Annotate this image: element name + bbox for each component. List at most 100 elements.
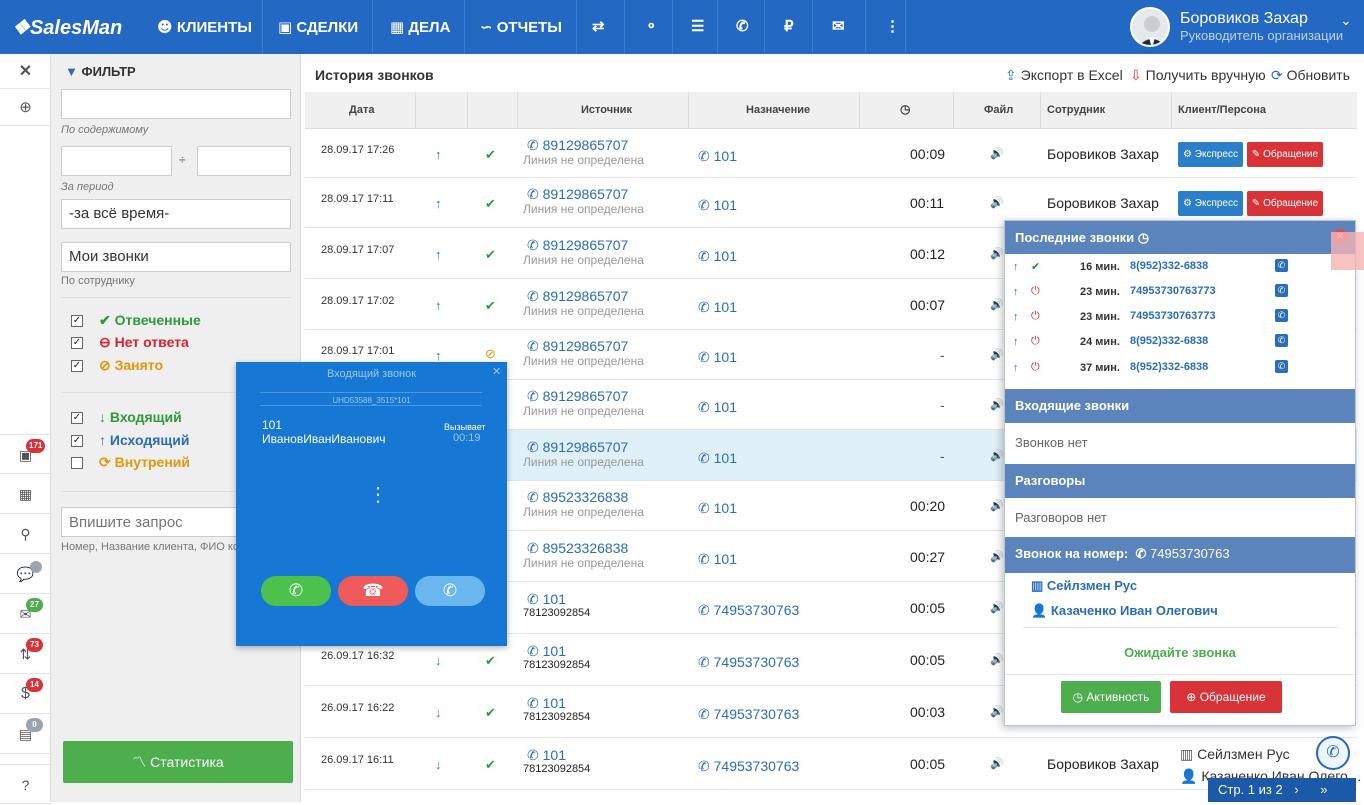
list-icon[interactable]: ☰ [691, 18, 705, 35]
recent-call-item[interactable]: ↑ ⏻ 37 мин. 8(952)332-6838 ✆ [1005, 357, 1355, 382]
sidebar-item-inbox[interactable]: ▣ 171 [0, 434, 51, 474]
call-icon[interactable]: ✆ [1275, 334, 1288, 347]
close-icon[interactable]: ✕ [492, 366, 502, 378]
table-row[interactable]: 28.09.17 17:26 ↑ ✔ ✆ 89129865707 Линия не оп… [305, 129, 1357, 178]
no-answer-checkbox[interactable]: ✓ [71, 337, 83, 349]
add-circle-icon[interactable]: ⊕ [0, 89, 51, 126]
col-client[interactable]: Клиент/Персона [1178, 104, 1267, 116]
recent-call-item[interactable]: ↑ ✔ 16 мин. 8(952)332-6838 ✆ [1005, 256, 1355, 281]
source-number[interactable]: ✆ 89523326838 [527, 489, 629, 505]
person-link[interactable]: 👤 Казаченко Иван Олегович [1031, 603, 1218, 618]
sidebar-item-help[interactable]: ? [0, 764, 51, 804]
more-vertical-icon[interactable]: ⋮ [885, 18, 900, 35]
nav-deals[interactable]: ▣ СДЕЛКИ [278, 0, 358, 54]
speaker-icon[interactable]: 🔊 [990, 654, 1004, 666]
recent-number[interactable]: 74953730763773 [1130, 285, 1216, 297]
appeal-button[interactable]: ⊕ Обращение [1170, 681, 1282, 713]
sidebar-item-sort[interactable]: ⇅ 73 [0, 634, 51, 674]
period-select[interactable]: -за всё время- [61, 199, 291, 229]
call-icon[interactable]: ✆ [1275, 309, 1288, 322]
destination-number[interactable]: ✆ 74953730763 [698, 758, 800, 774]
speaker-icon[interactable]: 🔊 [990, 758, 1004, 770]
share-icon[interactable]: ⚬ [645, 18, 658, 35]
more-vertical-icon[interactable]: ⋮ [368, 484, 388, 506]
source-number[interactable]: ✆ 89523326838 [527, 540, 629, 556]
source-number[interactable]: ✆ 89129865707 [527, 338, 629, 354]
source-number[interactable]: ✆ 89129865707 [527, 186, 629, 202]
sidebar-item-deals[interactable]: ▤ 0 [0, 714, 51, 754]
express-button[interactable]: ⚙ Экспресс [1178, 191, 1243, 216]
activity-button[interactable]: ◷ Активность [1061, 681, 1161, 713]
company-link[interactable]: ▥ Сейлзмен Рус [1031, 578, 1138, 593]
source-number[interactable]: ✆ 89129865707 [527, 288, 629, 304]
speaker-icon[interactable]: 🔊 [990, 706, 1004, 718]
sidebar-item-mail[interactable]: ✉ 27 [0, 594, 51, 634]
sidebar-item-money[interactable]: $14 [0, 674, 51, 714]
close-icon[interactable]: ✕ [0, 54, 51, 89]
destination-number[interactable]: ✆ 101 [698, 450, 737, 466]
sidebar-item-calendar[interactable]: ▦ [0, 474, 51, 514]
recent-call-item[interactable]: ↑ ⏻ 24 мин. 8(952)332-6838 ✆ [1005, 331, 1355, 356]
recent-number[interactable]: 8(952)332-6838 [1130, 361, 1209, 373]
express-button[interactable]: ⚙ Экспресс [1178, 142, 1243, 167]
nav-reports[interactable]: ∽ ОТЧЕТЫ [480, 0, 562, 54]
speaker-icon[interactable]: 🔊 [990, 248, 1004, 260]
table-row[interactable]: 26.09.17 16:11 ↓ ✔ ✆ 101 78123092854 ✆ 749537… [305, 738, 1357, 790]
client-company[interactable]: ▥ Сейлзмен Рус [1180, 746, 1290, 762]
col-file[interactable]: Файл [984, 104, 1014, 116]
source-number[interactable]: ✆ 101 [527, 643, 566, 659]
recent-call-item[interactable]: ↑ ⏻ 23 мин. 74953730763773 ✆ [1005, 281, 1355, 306]
incoming-checkbox[interactable]: ✓ [71, 412, 83, 424]
last-page-icon[interactable]: » [1320, 782, 1328, 797]
outgoing-checkbox[interactable]: ✓ [71, 435, 83, 447]
speaker-icon[interactable]: 🔊 [990, 299, 1004, 311]
nav-tasks[interactable]: ▦ ДЕЛА [390, 0, 450, 54]
employee-select[interactable]: Мои звонки [61, 242, 291, 272]
get-manual-link[interactable]: ⇩ Получить вручную [1130, 67, 1266, 83]
reject-call-button[interactable]: ☎ [338, 576, 408, 606]
col-dest[interactable]: Назначение [746, 104, 811, 116]
phone-widget-button[interactable]: ✆ [1316, 736, 1350, 770]
transfer-call-button[interactable]: ✆ [415, 576, 485, 606]
mail-icon[interactable]: ✉ [832, 18, 845, 35]
destination-number[interactable]: ✆ 101 [698, 197, 737, 213]
refresh-link[interactable]: ⟳ Обновить [1271, 67, 1351, 83]
statistics-button[interactable]: 〽 Статистика [63, 741, 293, 783]
user-name[interactable]: Боровиков Захар [1180, 10, 1308, 27]
appeal-button[interactable]: ✎ Обращение [1247, 142, 1323, 167]
avatar[interactable] [1130, 7, 1170, 47]
source-number[interactable]: ✆ 89129865707 [527, 137, 629, 153]
col-date[interactable]: Дата [349, 104, 375, 116]
call-icon[interactable]: ✆ [1275, 284, 1288, 297]
table-row[interactable]: 28.09.17 17:11 ↑ ✔ ✆ 89129865707 Линия не оп… [305, 178, 1357, 228]
destination-number[interactable]: ✆ 74953730763 [698, 602, 800, 618]
col-employee[interactable]: Сотрудник [1047, 104, 1106, 116]
side-tab[interactable] [1331, 232, 1364, 270]
call-icon[interactable]: ✆ [1275, 360, 1288, 373]
recent-call-item[interactable]: ↑ ⏻ 23 мин. 74953730763773 ✆ [1005, 306, 1355, 331]
destination-number[interactable]: ✆ 101 [698, 148, 737, 164]
recent-number[interactable]: 8(952)332-6838 [1130, 335, 1209, 347]
export-excel-link[interactable]: ⇪ Экспорт в Excel [1005, 67, 1123, 83]
chevron-down-icon[interactable]: ⌄ [1340, 12, 1352, 28]
answered-checkbox[interactable]: ✓ [71, 315, 83, 327]
speaker-icon[interactable]: 🔊 [990, 551, 1004, 563]
clock-icon[interactable]: ◷ [900, 102, 911, 116]
nav-clients[interactable]: ☻ КЛИЕНТЫ [157, 0, 252, 54]
internal-checkbox[interactable] [71, 457, 83, 469]
answer-call-button[interactable]: ✆ [261, 576, 331, 606]
col-source[interactable]: Источник [581, 104, 633, 116]
sidebar-item-chat[interactable]: 💬 [0, 554, 51, 594]
content-search-input[interactable] [61, 89, 291, 119]
destination-number[interactable]: ✆ 101 [698, 551, 737, 567]
app-logo[interactable]: ❖SalesMan [12, 17, 123, 39]
destination-number[interactable]: ✆ 101 [698, 248, 737, 264]
speaker-icon[interactable]: 🔊 [990, 500, 1004, 512]
destination-number[interactable]: ✆ 101 [698, 299, 737, 315]
ruble-icon[interactable]: ₽ [784, 18, 794, 35]
source-number[interactable]: ✆ 101 [527, 591, 566, 607]
recent-number[interactable]: 74953730763773 [1130, 310, 1216, 322]
sidebar-item-search[interactable]: ⚲ [0, 514, 51, 554]
period-from-input[interactable] [61, 146, 172, 176]
destination-number[interactable]: ✆ 101 [698, 500, 737, 516]
